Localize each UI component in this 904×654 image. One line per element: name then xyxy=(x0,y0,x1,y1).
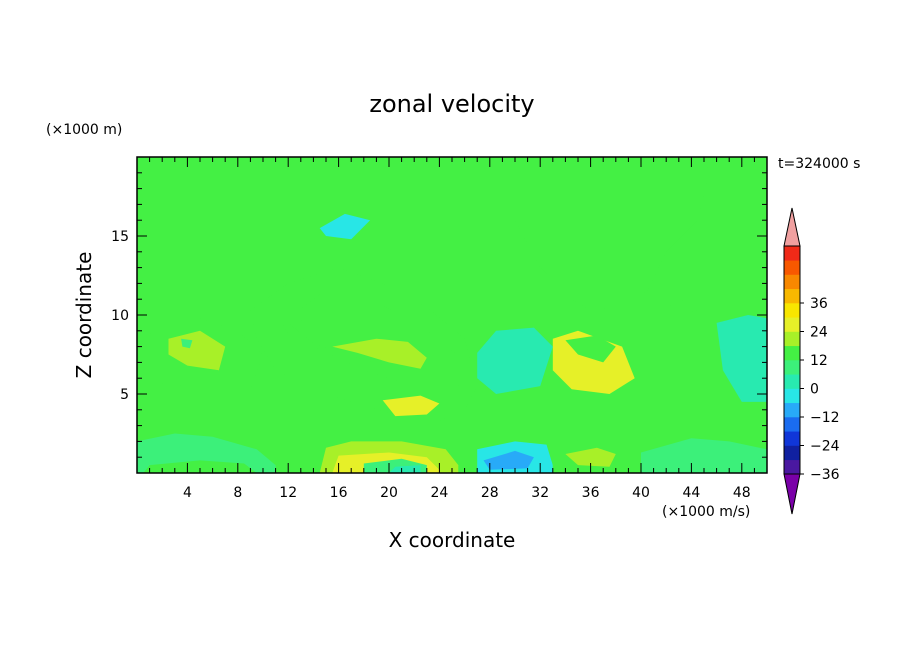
colorbar xyxy=(783,207,801,515)
field-contour-region xyxy=(181,338,193,349)
field-contour-region xyxy=(565,447,616,467)
colorbar-segment xyxy=(784,260,800,275)
field-contour-region xyxy=(477,327,553,394)
colorbar-segment xyxy=(784,431,800,446)
chart-title: zonal velocity xyxy=(369,90,534,118)
x-tick-label: 20 xyxy=(380,485,398,501)
colorbar-segment xyxy=(784,274,800,290)
colorbar-segment xyxy=(784,317,800,332)
colorbar-segment xyxy=(784,402,800,418)
y-tick-label: 10 xyxy=(111,308,129,324)
colorbar-segment xyxy=(784,331,800,347)
colorbar-tick-label: −24 xyxy=(810,439,840,455)
x-tick-label: 28 xyxy=(481,485,499,501)
y-tick-label: 15 xyxy=(111,229,129,245)
y-tick-label: 5 xyxy=(120,387,129,403)
colorbar-tick-label: 0 xyxy=(810,382,819,398)
colorbar-segment xyxy=(784,388,800,404)
y-axis: 5 10 15 xyxy=(111,172,767,458)
colorbar-segment xyxy=(784,360,800,375)
x-tick-label: 32 xyxy=(531,485,549,501)
x-tick-label: 4 xyxy=(183,485,192,501)
colorbar-segment xyxy=(784,246,800,261)
colorbar-segment xyxy=(784,445,800,461)
field-contour-region xyxy=(666,299,698,315)
x-tick-label: 44 xyxy=(682,485,700,501)
x-tick-label: 40 xyxy=(632,485,650,501)
colorbar-tick-label: −36 xyxy=(810,467,840,483)
colorbar-segment xyxy=(784,459,800,475)
field-contour-region xyxy=(382,395,440,417)
field-contour-region xyxy=(483,450,534,470)
field-contour-region xyxy=(143,460,257,473)
time-label: t=324000 s xyxy=(778,156,860,172)
y-axis-label: Z coordinate xyxy=(72,252,96,379)
field-contour-region xyxy=(716,315,767,402)
colorbar-tick-label: 36 xyxy=(810,296,828,312)
x-tick-label: 8 xyxy=(233,485,242,501)
field-contour-region xyxy=(332,338,427,369)
colorbar-tick-labels: 36 24 12 0 −12 −24 −36 xyxy=(800,296,840,483)
x-axis-label: X coordinate xyxy=(389,528,516,552)
field-contour-region xyxy=(319,213,371,240)
colorbar-tick-label: 12 xyxy=(810,353,828,369)
velocity-field xyxy=(137,157,767,473)
colorbar-tick-label: −12 xyxy=(810,410,840,426)
field-contour-region xyxy=(508,157,711,311)
x-tick-label: 36 xyxy=(582,485,600,501)
x-tick-label: 24 xyxy=(430,485,448,501)
colorbar-segment xyxy=(784,303,800,318)
colorbar-segment xyxy=(784,288,800,304)
colorbar-segment xyxy=(784,417,800,432)
field-contour-region xyxy=(565,335,616,363)
x-unit-label: (×1000 m/s) xyxy=(662,504,750,520)
colorbar-segment xyxy=(784,345,800,361)
field-contour-region xyxy=(389,465,421,473)
colorbar-segment xyxy=(784,374,800,389)
colorbar-tick-label: 24 xyxy=(810,325,828,341)
x-axis: 4 8 12 16 20 24 28 32 36 40 44 48 xyxy=(149,157,755,501)
x-tick-label: 12 xyxy=(279,485,297,501)
colorbar-max-arrow xyxy=(783,207,801,247)
y-unit-label: (×1000 m) xyxy=(46,122,122,138)
x-tick-label: 16 xyxy=(330,485,348,501)
colorbar-min-arrow xyxy=(783,473,801,515)
field-contour-region xyxy=(641,438,767,473)
x-tick-label: 48 xyxy=(733,485,751,501)
